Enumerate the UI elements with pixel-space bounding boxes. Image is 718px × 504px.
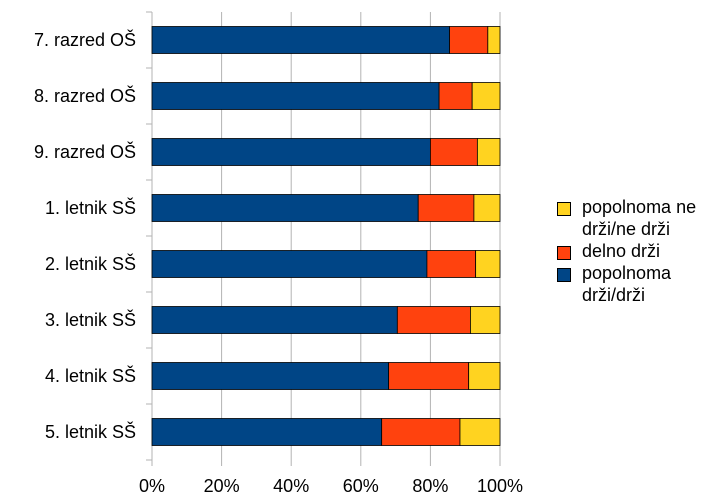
bar-segment bbox=[473, 194, 501, 222]
legend-label-line: drži/ne drži bbox=[582, 219, 671, 239]
y-category-label: 2. letnik SŠ bbox=[45, 253, 136, 274]
bar-segment bbox=[471, 82, 501, 110]
bar-segment bbox=[151, 362, 390, 390]
bar-segment bbox=[475, 250, 501, 278]
y-category-label: 3. letnik SŠ bbox=[45, 309, 136, 330]
bar-segment bbox=[417, 194, 475, 222]
bar-segment bbox=[476, 138, 501, 166]
chart-legend: popolnoma ne drži/ne drži delno drži popoln… bbox=[557, 196, 717, 306]
bar-segment bbox=[487, 26, 501, 54]
bar-segment bbox=[151, 250, 428, 278]
y-category-label: 7. razred OŠ bbox=[34, 29, 136, 50]
legend-swatch bbox=[557, 202, 571, 216]
bar-segment bbox=[151, 194, 419, 222]
legend-item: popolnoma drži/drži bbox=[557, 262, 717, 306]
bar-segment bbox=[151, 306, 398, 334]
bar-segment bbox=[151, 418, 383, 446]
legend-label-line: drži/drži bbox=[582, 285, 646, 305]
bar-segment bbox=[470, 306, 501, 334]
y-category-label: 9. razred OŠ bbox=[34, 141, 136, 162]
x-tick-label: 0% bbox=[139, 476, 165, 496]
bar-segment bbox=[449, 26, 489, 54]
legend-label-line: popolnoma ne bbox=[582, 197, 697, 217]
legend-label-line: delno drži bbox=[582, 241, 661, 261]
y-category-label: 8. razred OŠ bbox=[34, 85, 136, 106]
legend-item: popolnoma ne drži/ne drži bbox=[557, 196, 717, 240]
x-tick-label: 80% bbox=[412, 476, 448, 496]
x-tick-label: 20% bbox=[204, 476, 240, 496]
legend-swatch bbox=[557, 246, 571, 260]
bar-segment bbox=[151, 82, 440, 110]
bar-segment bbox=[388, 362, 470, 390]
x-tick-label: 40% bbox=[273, 476, 309, 496]
bar-segment bbox=[151, 138, 431, 166]
bar-segment bbox=[468, 362, 501, 390]
x-tick-label: 100% bbox=[477, 476, 523, 496]
bar-segment bbox=[459, 418, 501, 446]
bar-segment bbox=[396, 306, 471, 334]
y-category-label: 1. letnik SŠ bbox=[45, 197, 136, 218]
y-category-label: 5. letnik SŠ bbox=[45, 421, 136, 442]
legend-swatch bbox=[557, 268, 571, 282]
y-category-label: 4. letnik SŠ bbox=[45, 365, 136, 386]
bar-segment bbox=[381, 418, 461, 446]
x-tick-label: 60% bbox=[343, 476, 379, 496]
bar-segment bbox=[426, 250, 477, 278]
bar-segment bbox=[429, 138, 478, 166]
legend-label-line: popolnoma bbox=[582, 263, 672, 283]
bar-segment bbox=[151, 26, 450, 54]
legend-item: delno drži bbox=[557, 240, 717, 262]
bar-segment bbox=[438, 82, 473, 110]
